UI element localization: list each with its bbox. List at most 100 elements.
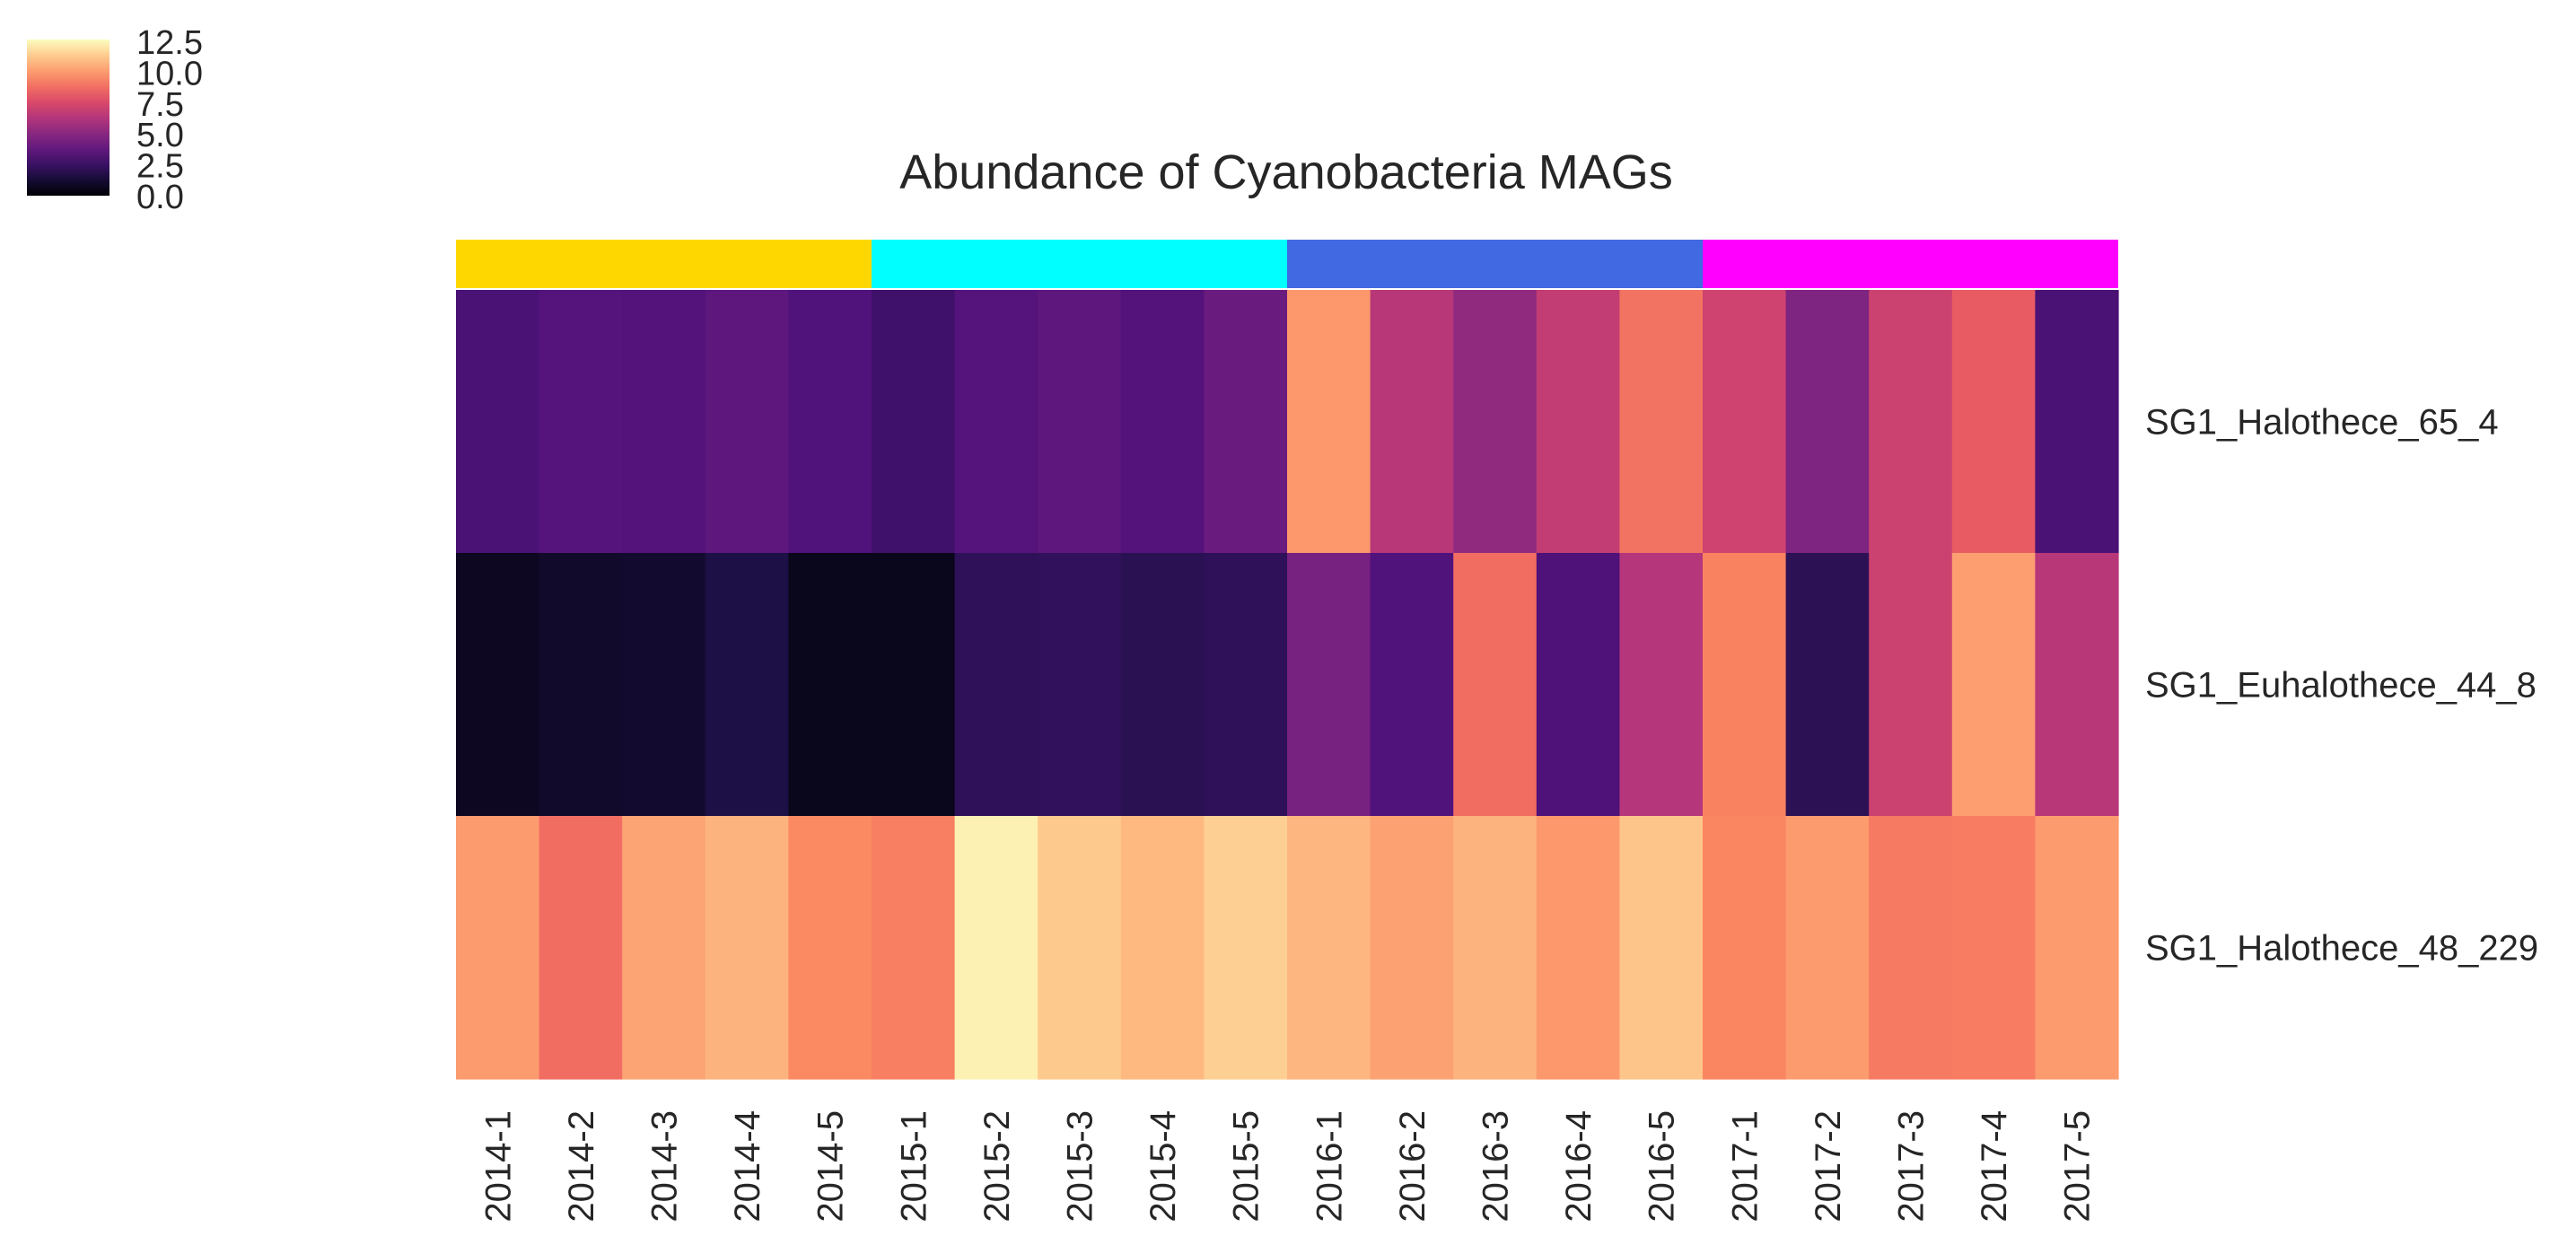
column-label: 2017-1 — [1725, 1110, 1765, 1223]
column-label: 2014-2 — [562, 1110, 601, 1223]
heatmap-cell — [1120, 816, 1205, 1080]
heatmap-cell — [705, 553, 789, 817]
heatmap-cell — [456, 553, 540, 817]
heatmap-cell — [1785, 290, 1870, 554]
heatmap-cell — [456, 816, 540, 1080]
heatmap-cell — [1287, 553, 1371, 817]
column-label: 2015-3 — [1061, 1110, 1100, 1223]
column-label: 2015-2 — [977, 1110, 1017, 1223]
heatmap-cell — [788, 553, 872, 817]
column-label: 2016-4 — [1559, 1110, 1599, 1223]
colorbar-tick-label: 10.0 — [136, 55, 203, 92]
column-label: 2017-2 — [1809, 1110, 1848, 1223]
heatmap-cell — [1703, 553, 1787, 817]
column-label: 2015-5 — [1227, 1110, 1266, 1223]
column-group-bar — [456, 240, 2118, 288]
heatmap-cell — [622, 290, 706, 554]
heatmap-cell — [1619, 816, 1704, 1080]
heatmap-cell — [1120, 290, 1205, 554]
column-label: 2017-5 — [2058, 1110, 2098, 1223]
heatmap-cell — [872, 816, 956, 1080]
heatmap-cell — [705, 290, 789, 554]
heatmap-cell — [954, 553, 1038, 817]
heatmap-cell — [1703, 290, 1787, 554]
colorbar-tick-label: 12.5 — [136, 24, 203, 62]
column-label: 2014-5 — [811, 1110, 851, 1223]
heatmap-cell — [954, 816, 1038, 1080]
colorbar: 12.510.07.55.02.50.0 — [27, 24, 203, 216]
heatmap-cell — [1951, 553, 2036, 817]
chart-title: Abundance of Cyanobacteria MAGs — [899, 145, 1673, 199]
colorbar-tick-label: 0.0 — [136, 179, 184, 216]
heatmap-cell — [872, 553, 956, 817]
column-group-2014 — [456, 240, 872, 288]
heatmap-cell — [2035, 553, 2119, 817]
heatmap-cells — [456, 290, 2119, 1080]
column-label: 2015-1 — [894, 1110, 933, 1223]
colorbar-tick-label: 5.0 — [136, 117, 184, 154]
heatmap-cell — [1951, 816, 2036, 1080]
column-labels: 2014-1 2014-2 2014-3 2014-4 2014-5 2015-1 2015… — [478, 1110, 2097, 1223]
heatmap-cell — [1703, 816, 1787, 1080]
heatmap-cell — [2035, 816, 2119, 1080]
heatmap-cell — [705, 816, 789, 1080]
heatmap-cell — [1038, 290, 1122, 554]
heatmap-cell — [872, 290, 956, 554]
column-group-2016 — [1287, 240, 1703, 288]
heatmap-cell — [1038, 553, 1122, 817]
heatmap-cell — [1951, 290, 2036, 554]
column-label: 2015-4 — [1143, 1110, 1183, 1223]
row-labels: SG1_Halothece_65_4 SG1_Euhalothece_44_8 SG… — [2145, 403, 2538, 969]
heatmap-cell — [622, 553, 706, 817]
column-label: 2016-3 — [1476, 1110, 1516, 1223]
heatmap-cell — [788, 290, 872, 554]
column-label: 2016-2 — [1393, 1110, 1433, 1223]
heatmap-cell — [954, 290, 1038, 554]
heatmap-cell — [1785, 816, 1870, 1080]
column-label: 2016-1 — [1310, 1110, 1349, 1223]
heatmap-cell — [539, 290, 623, 554]
heatmap-cell — [1536, 816, 1620, 1080]
row-label: SG1_Halothece_65_4 — [2145, 403, 2499, 443]
column-label: 2016-5 — [1643, 1110, 1682, 1223]
heatmap-cell — [2035, 290, 2119, 554]
row-label: SG1_Halothece_48_229 — [2145, 929, 2538, 969]
heatmap-cell — [1204, 290, 1288, 554]
colorbar-tick-label: 2.5 — [136, 148, 184, 186]
heatmap-cell — [622, 816, 706, 1080]
heatmap-cell — [1869, 290, 1953, 554]
column-label: 2014-3 — [645, 1110, 685, 1223]
heatmap-cell — [1536, 290, 1620, 554]
column-group-2015 — [872, 240, 1287, 288]
colorbar-tick-label: 7.5 — [136, 86, 184, 124]
colorbar-ticks: 12.510.07.55.02.50.0 — [136, 24, 203, 216]
column-label: 2017-4 — [1975, 1110, 2014, 1223]
heatmap-cell — [539, 553, 623, 817]
heatmap-cell — [1785, 553, 1870, 817]
heatmap-cell — [1453, 816, 1538, 1080]
heatmap-cell — [1370, 553, 1454, 817]
row-label: SG1_Euhalothece_44_8 — [2145, 666, 2537, 706]
heatmap-cell — [1536, 553, 1620, 817]
heatmap-cell — [1869, 816, 1953, 1080]
heatmap-cell — [539, 816, 623, 1080]
column-label: 2014-1 — [478, 1110, 518, 1223]
heatmap-cell — [456, 290, 540, 554]
heatmap-cell — [1370, 816, 1454, 1080]
heatmap-cell — [1869, 553, 1953, 817]
colorbar-gradient — [27, 39, 110, 196]
heatmap-cell — [1120, 553, 1205, 817]
heatmap-cell — [1453, 553, 1538, 817]
heatmap-cell — [1619, 290, 1704, 554]
heatmap-cell — [1204, 553, 1288, 817]
column-group-2017 — [1703, 240, 2118, 288]
heatmap-cell — [1370, 290, 1454, 554]
heatmap-cell — [1287, 290, 1371, 554]
heatmap-cell — [1287, 816, 1371, 1080]
heatmap-cell — [1619, 553, 1704, 817]
heatmap-cell — [1453, 290, 1538, 554]
column-label: 2017-3 — [1892, 1110, 1932, 1223]
heatmap-cell — [1038, 816, 1122, 1080]
heatmap-cell — [788, 816, 872, 1080]
